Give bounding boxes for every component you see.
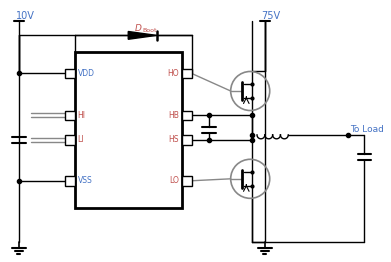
Text: VSS: VSS (77, 176, 92, 185)
Bar (182, 135, 192, 145)
Bar (75, 52, 182, 208)
Bar (182, 176, 192, 186)
Bar (182, 111, 192, 120)
Text: HI: HI (77, 111, 86, 120)
Text: HB: HB (168, 111, 179, 120)
Bar (65, 111, 75, 120)
Bar (182, 69, 192, 78)
Text: 10V: 10V (16, 11, 35, 21)
Text: VDD: VDD (77, 69, 95, 78)
Bar (65, 135, 75, 145)
Bar (65, 176, 75, 186)
Text: D: D (135, 24, 142, 34)
Text: To Load: To Load (350, 125, 384, 134)
Text: LI: LI (77, 135, 84, 144)
Text: LO: LO (169, 176, 179, 185)
Bar (65, 69, 75, 78)
Text: Boot: Boot (142, 29, 156, 34)
Text: 75V: 75V (261, 11, 280, 21)
Text: HS: HS (169, 135, 179, 144)
Text: HO: HO (167, 69, 179, 78)
Polygon shape (128, 31, 156, 39)
